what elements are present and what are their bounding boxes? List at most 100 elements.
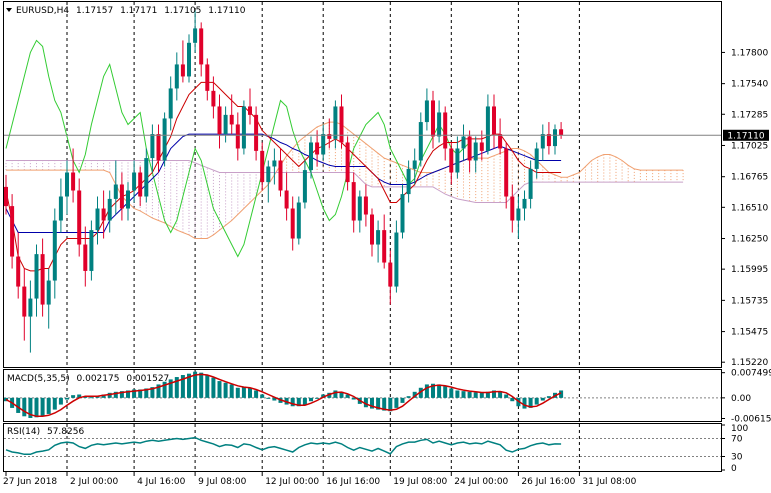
macd-histogram-bar: [461, 391, 466, 398]
candle-body: [559, 129, 564, 136]
price-tick-label: 1.17800: [731, 48, 768, 58]
macd-histogram-bar: [449, 388, 454, 398]
macd-histogram-bar: [309, 397, 313, 402]
macd-histogram-bar: [150, 387, 155, 398]
price-tick-label: 1.16510: [731, 203, 768, 213]
rsi-tick-label: 100: [731, 424, 748, 434]
candle-body: [95, 208, 100, 231]
macd-histogram-bar: [272, 397, 277, 401]
time-tick-label: 19 Jul 08:00: [393, 477, 447, 487]
price-tick-label: 1.15735: [731, 296, 768, 306]
macd-histogram-bar: [83, 396, 88, 398]
candle-body: [223, 114, 228, 135]
macd-histogram-bar: [107, 392, 112, 398]
candle-body: [339, 106, 344, 143]
candle-body: [101, 208, 106, 221]
macd-histogram-bar: [382, 397, 387, 411]
macd-histogram-bar: [40, 397, 45, 417]
svg-text:RSI(14) 57.8256: RSI(14) 57.8256: [7, 427, 84, 437]
macd-histogram-bar: [52, 397, 57, 410]
macd-histogram-bar: [266, 397, 271, 399]
macd-tick-label: 0.00: [731, 394, 751, 404]
macd-histogram-bar: [205, 375, 210, 398]
time-tick-label: 26 Jul 16:00: [521, 477, 575, 487]
macd-tick-label: -0.006157: [731, 415, 771, 425]
macd-histogram-bar: [126, 390, 130, 398]
macd-histogram-bar: [400, 397, 405, 403]
macd-histogram-bar: [424, 384, 429, 398]
macd-panel-frame: [3, 369, 722, 422]
macd-histogram-bar: [95, 396, 100, 398]
candle-body: [144, 158, 149, 197]
candle-body: [107, 198, 112, 221]
candle-body: [510, 196, 515, 221]
kijun-sen-line: [5, 133, 562, 233]
chart-header: EURUSD,H4 1.17157 1.17171 1.17105 1.1711…: [6, 6, 246, 16]
rsi-value: 57.8256: [47, 427, 84, 437]
rsi-tick-label: 30: [731, 453, 743, 463]
macd-histogram-bar: [522, 397, 527, 409]
close-value: 1.17110: [208, 6, 245, 16]
candle-body: [321, 134, 326, 155]
macd-histogram-bar: [65, 397, 69, 400]
candle-body: [16, 256, 21, 287]
candle-body: [467, 136, 472, 161]
candle-body: [553, 129, 557, 147]
macd-histogram-bar: [235, 387, 240, 398]
macd-histogram-bar: [71, 395, 76, 398]
candle-body: [522, 198, 527, 209]
candle-body: [455, 148, 460, 173]
time-tick-label: 9 Jul 08:00: [198, 477, 247, 487]
macd-histogram-bar: [510, 397, 515, 402]
macd-histogram-bar: [388, 397, 393, 412]
time-tick-label: 31 Jul 08:00: [582, 477, 636, 487]
candle-body: [4, 186, 8, 207]
macd-histogram-bar: [113, 391, 118, 398]
rsi-tick-label: 70: [731, 435, 743, 445]
candle-body: [485, 106, 490, 151]
price-tick-label: 1.16250: [731, 235, 768, 245]
candle-body: [473, 142, 478, 161]
macd-histogram-bar: [559, 390, 564, 398]
candle-body: [516, 208, 521, 221]
candle-body: [400, 194, 405, 233]
time-tick-label: 2 Jul 00:00: [70, 477, 119, 487]
macd-histogram-bar: [546, 396, 551, 398]
macd-histogram-bar: [58, 397, 63, 405]
macd-histogram-bar: [119, 391, 124, 398]
candle-body: [52, 220, 57, 281]
macd-histogram-bar: [540, 397, 545, 401]
candle-body: [126, 190, 130, 209]
macd-histogram-bar: [46, 397, 51, 414]
macd-histogram-bar: [431, 383, 435, 398]
candle-body: [119, 184, 124, 209]
macd-histogram-bar: [485, 391, 490, 398]
rsi-tick-label: 0: [731, 464, 737, 474]
ichimoku-lines: [5, 39, 684, 272]
rsi-panel-frame: [3, 423, 722, 472]
candle-body: [479, 142, 484, 151]
price-tick-label: 1.17285: [731, 110, 768, 120]
candle-body: [28, 298, 33, 317]
candle-body: [449, 148, 454, 173]
time-tick-label: 27 Jun 2018: [3, 477, 57, 487]
candle-body: [272, 160, 277, 167]
candle-body: [504, 148, 509, 197]
candle-body: [424, 100, 429, 123]
candle-body: [10, 206, 15, 257]
candle-body: [278, 160, 283, 191]
macd-histogram-bar: [351, 397, 356, 400]
candle-body: [351, 182, 356, 221]
macd-value-1: 0.002175: [77, 374, 120, 384]
collapse-triangle-icon[interactable]: [6, 8, 12, 12]
candle-body: [284, 190, 289, 209]
candle-body: [248, 106, 252, 115]
candle-body: [534, 148, 539, 169]
macd-histogram-bar: [443, 386, 448, 398]
candle-body: [315, 142, 320, 155]
candle-body: [156, 134, 161, 161]
macd-histogram-bar: [406, 396, 411, 398]
candle-body: [65, 172, 69, 197]
macd-histogram-bar: [132, 389, 137, 398]
